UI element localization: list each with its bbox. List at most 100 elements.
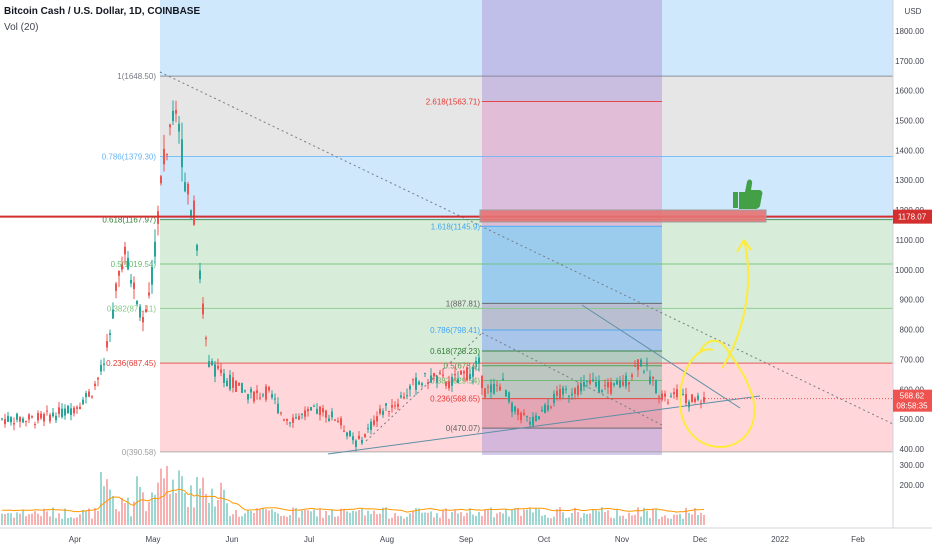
candle-body <box>124 246 126 255</box>
volume-bar <box>418 508 420 525</box>
volume-bar <box>604 512 606 525</box>
volume-bar <box>391 517 393 525</box>
volume-bar <box>124 503 126 525</box>
volume-bar <box>85 510 87 525</box>
volume-bar <box>493 517 495 525</box>
candle-body <box>370 421 372 430</box>
volume-bar <box>97 511 99 525</box>
candle-body <box>658 396 660 398</box>
volume-bar <box>76 517 78 525</box>
candle-body <box>355 440 357 447</box>
volume-bar <box>580 517 582 525</box>
candle-body <box>256 390 258 393</box>
volume-bar <box>73 518 75 525</box>
candle-body <box>637 359 639 370</box>
volume-bar <box>283 515 285 525</box>
volume-bar <box>598 511 600 525</box>
volume-bar <box>595 510 597 525</box>
candle-body <box>613 383 615 386</box>
volume-bar <box>226 503 228 525</box>
volume-bar <box>697 515 699 525</box>
volume-bar <box>196 477 198 525</box>
volume-bar <box>109 489 111 525</box>
candle-body <box>202 303 204 315</box>
volume-bar <box>40 516 42 525</box>
volume-bar <box>655 509 657 525</box>
volume-bar <box>508 516 510 525</box>
candle-body <box>436 376 438 383</box>
candle-body <box>37 412 39 421</box>
candle-body <box>19 417 21 422</box>
candle-body <box>682 394 684 396</box>
candle-body <box>244 390 246 392</box>
candle-body <box>541 409 543 412</box>
price-tick-label: 1800.00 <box>895 27 924 36</box>
candle-body <box>592 379 594 382</box>
volume-bar <box>682 518 684 525</box>
volume-bar <box>10 513 12 525</box>
volume-bar <box>637 507 639 525</box>
candle-body <box>583 382 585 387</box>
candle-body <box>655 380 657 393</box>
symbol-title: Bitcoin Cash / U.S. Dollar, 1D, COINBASE <box>4 6 201 17</box>
candle-body <box>136 300 138 305</box>
volume-bar <box>229 516 231 525</box>
candle-body <box>421 383 423 386</box>
candle-body <box>283 419 285 421</box>
candle-body <box>313 405 315 407</box>
volume-bar <box>427 512 429 525</box>
candle-body <box>187 183 189 195</box>
candle-body <box>226 380 228 387</box>
candle-body <box>268 387 270 391</box>
volume-bar <box>544 514 546 525</box>
candle-body <box>688 401 690 408</box>
candle-body <box>607 381 609 388</box>
candle-body <box>79 406 81 409</box>
fib1-label: 0(390.58) <box>122 448 157 457</box>
candle-body <box>22 418 24 423</box>
candle-body <box>304 410 306 417</box>
volume-bar <box>496 513 498 525</box>
volume-bar <box>190 485 192 525</box>
candle-body <box>100 364 102 372</box>
candle-body <box>508 392 510 402</box>
fib1-label: 0.786(1379.30) <box>102 153 157 162</box>
volume-bar <box>388 518 390 525</box>
fib2-label: 1(887.81) <box>446 299 481 308</box>
candle-body <box>430 375 432 383</box>
candle-body <box>247 394 249 400</box>
candle-body <box>703 397 705 403</box>
candle-body <box>643 371 645 373</box>
candle-body <box>604 384 606 386</box>
volume-bar <box>541 515 543 525</box>
volume-bar <box>673 514 675 525</box>
candle-body <box>469 374 471 380</box>
volume-bar <box>250 511 252 525</box>
volume-bar <box>103 486 105 525</box>
volume-bar <box>358 509 360 525</box>
volume-bar <box>217 499 219 525</box>
candle-body <box>505 390 507 397</box>
candle-body <box>385 403 387 406</box>
candle-body <box>439 373 441 375</box>
candle-body <box>88 391 90 397</box>
candle-body <box>214 364 216 377</box>
volume-bar <box>181 476 183 525</box>
candle-body <box>394 405 396 407</box>
time-tick-label: May <box>145 535 160 544</box>
candle-body <box>139 306 141 318</box>
candle-body <box>148 292 150 296</box>
price-tick-label: 900.00 <box>900 296 925 305</box>
time-tick-label: Jun <box>226 535 239 544</box>
candle-body <box>400 395 402 398</box>
volume-bar <box>106 479 108 525</box>
fib1-label: 1(1648.50) <box>117 72 156 81</box>
candle-body <box>334 419 336 421</box>
candle-body <box>484 388 486 398</box>
candle-body <box>697 395 699 400</box>
candle-body <box>97 377 99 380</box>
volume-bar <box>193 507 195 525</box>
candle-body <box>538 416 540 420</box>
